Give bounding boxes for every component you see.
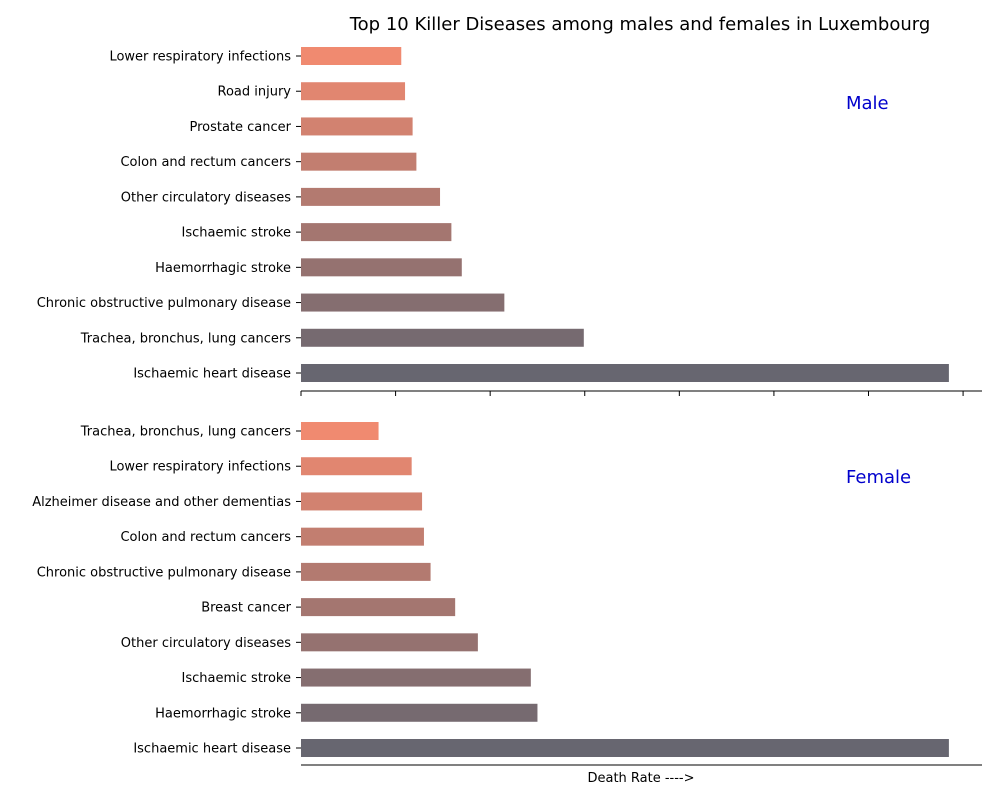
y-tick-label: Road injury: [218, 85, 292, 100]
chart-panels: Lower respiratory infections Road injury P…: [32, 47, 982, 766]
bar: [301, 47, 402, 65]
bar: [301, 187, 441, 206]
panel-label: Male: [846, 93, 889, 114]
chart-title: Top 10 Killer Diseases among males and f…: [349, 14, 931, 35]
bar: [301, 258, 462, 277]
bar: [301, 527, 424, 546]
y-tick-label: Colon and rectum cancers: [120, 155, 291, 170]
y-tick-label: Alzheimer disease and other dementias: [32, 495, 291, 510]
x-axis-label: Death Rate ---->: [587, 771, 694, 786]
bar: [301, 223, 452, 242]
bar: [301, 703, 538, 722]
y-tick-label: Chronic obstructive pulmonary disease: [37, 565, 291, 580]
y-tick-label: Other circulatory diseases: [121, 636, 291, 651]
y-tick-label: Lower respiratory infections: [109, 460, 291, 475]
y-tick-label: Ischaemic heart disease: [133, 367, 291, 382]
panel-female: Trachea, bronchus, lung cancers Lower res…: [32, 422, 982, 766]
y-tick-label: Lower respiratory infections: [109, 50, 291, 65]
y-tick-label: Ischaemic stroke: [182, 226, 291, 241]
bar: [301, 422, 379, 440]
bar: [301, 457, 412, 476]
bar: [301, 328, 584, 347]
panel-male: Lower respiratory infections Road injury P…: [37, 47, 982, 396]
bar: [301, 117, 413, 136]
bar: [301, 293, 505, 312]
bar: [301, 82, 406, 101]
bar: [301, 364, 949, 382]
y-tick-label: Prostate cancer: [189, 120, 291, 135]
bar: [301, 562, 431, 581]
y-tick-label: Breast cancer: [201, 601, 291, 616]
bar: [301, 668, 531, 687]
y-tick-label: Trachea, bronchus, lung cancers: [80, 331, 291, 346]
y-tick-label: Ischaemic stroke: [182, 671, 291, 686]
y-tick-label: Chronic obstructive pulmonary disease: [37, 296, 291, 311]
panel-label: Female: [846, 467, 911, 488]
y-tick-label: Haemorrhagic stroke: [155, 261, 291, 276]
bar: [301, 739, 949, 757]
y-tick-label: Colon and rectum cancers: [120, 530, 291, 545]
y-tick-label: Haemorrhagic stroke: [155, 706, 291, 721]
bar: [301, 598, 456, 617]
bar: [301, 152, 417, 171]
bar: [301, 492, 423, 511]
y-tick-label: Trachea, bronchus, lung cancers: [80, 425, 291, 440]
y-tick-label: Other circulatory diseases: [121, 190, 291, 205]
y-tick-label: Ischaemic heart disease: [133, 742, 291, 757]
bar: [301, 633, 478, 652]
